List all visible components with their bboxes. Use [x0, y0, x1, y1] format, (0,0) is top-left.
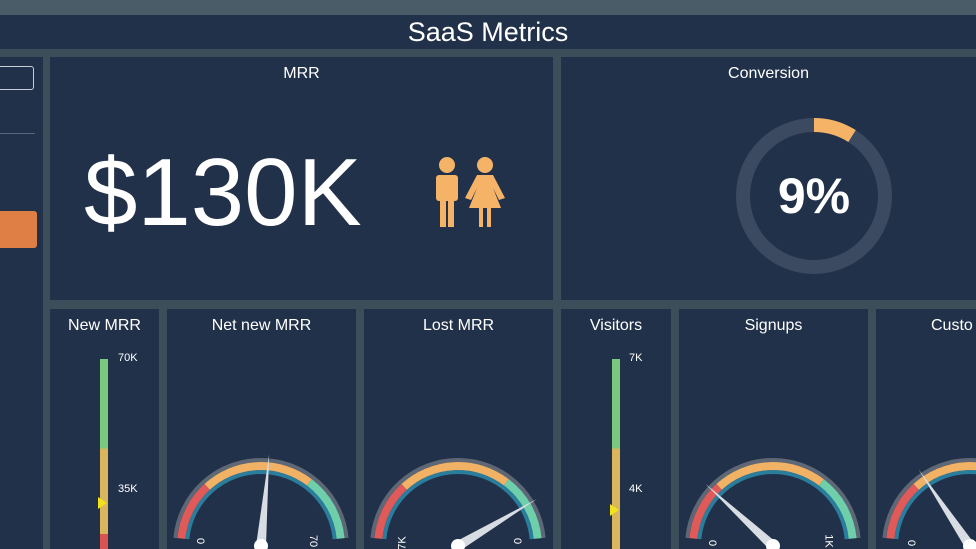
- customers-gauge-rim: [882, 458, 976, 539]
- lost-mrr-gauge-band-2: [503, 479, 542, 539]
- customers-panel: Custo 0: [876, 309, 976, 549]
- signups-max-label: 1K: [822, 534, 835, 548]
- new-mrr-mid-label: 35K: [118, 483, 138, 495]
- lost-mrr-panel: Lost MRR 7K 0: [364, 309, 553, 549]
- customers-gauge-band-0: [886, 483, 919, 539]
- lost-mrr-title: Lost MRR: [422, 317, 495, 334]
- net-new-mrr-gauge-band-2: [306, 479, 345, 539]
- customers-gauge-hub: [963, 539, 976, 549]
- signups-gauge-band-0: [689, 483, 722, 539]
- signups-panel: Signups 0 1K: [679, 309, 868, 549]
- lost-mrr-max-label: 0: [511, 537, 524, 545]
- lost-mrr-gauge-band-1: [401, 462, 509, 490]
- signups-gauge-band-1: [716, 462, 824, 490]
- customers-gauge-track: [894, 470, 976, 540]
- mrr-panel: MRR $130K: [50, 57, 553, 300]
- net-new-mrr-min-label: 0: [194, 537, 207, 545]
- net-new-mrr-gauge-band-1: [204, 462, 312, 490]
- new-mrr-bar: [100, 359, 108, 549]
- net-new-mrr-gauge-hub: [254, 539, 268, 549]
- new-mrr-title: New MRR: [68, 317, 141, 334]
- sidebar-divider: [0, 133, 35, 134]
- net-new-mrr-title: Net new MRR: [211, 317, 312, 334]
- net-new-mrr-gauge-rim: [173, 458, 349, 539]
- lost-mrr-gauge-track: [382, 470, 534, 540]
- customers-gauge-band-1: [913, 462, 976, 490]
- mrr-value: $130K: [84, 139, 362, 246]
- lost-mrr-gauge-rim: [370, 458, 546, 539]
- conversion-ring-value: [736, 118, 892, 274]
- visitors-bar: [612, 359, 620, 549]
- signups-title: Signups: [744, 317, 803, 334]
- visitors-title: Visitors: [589, 317, 643, 334]
- lost-mrr-min-label: 7K: [396, 536, 409, 549]
- sidebar-input[interactable]: [0, 66, 34, 90]
- lost-mrr-gauge-hub: [451, 539, 465, 549]
- mrr-title: MRR: [283, 65, 320, 82]
- new-mrr-max-label: 70K: [118, 352, 138, 364]
- visitors-marker: [610, 504, 619, 516]
- signups-gauge-needle: [705, 483, 777, 549]
- visitors-panel: Visitors 7K 4K: [561, 309, 671, 549]
- lost-mrr-gauge-band-0: [374, 483, 407, 539]
- new-mrr-marker: [98, 497, 107, 509]
- new-mrr-panel: New MRR 70K 35K: [50, 309, 159, 549]
- visitors-mid-label: 4K: [629, 483, 643, 495]
- window-top-strip: [0, 0, 976, 15]
- signups-gauge-rim: [685, 458, 861, 539]
- customers-title: Custo: [931, 317, 973, 334]
- customers-min-label: 0: [905, 539, 918, 547]
- conversion-panel: Conversion 9%: [561, 57, 976, 300]
- net-new-mrr-gauge-needle: [256, 454, 270, 547]
- net-new-mrr-max-label: 70: [307, 534, 320, 548]
- net-new-mrr-gauge-band-0: [177, 483, 210, 539]
- sidebar-button[interactable]: [0, 211, 37, 248]
- net-new-mrr-panel: Net new MRR 0 70: [167, 309, 356, 549]
- signups-min-label: 0: [706, 539, 719, 547]
- customers-gauge-needle: [918, 469, 975, 549]
- dashboard-title: SaaS Metrics: [0, 15, 976, 49]
- net-new-mrr-gauge-track: [185, 470, 337, 540]
- conversion-title: Conversion: [728, 65, 809, 82]
- signups-gauge-hub: [766, 539, 780, 549]
- signups-gauge-track: [697, 470, 849, 540]
- lost-mrr-gauge-needle: [455, 498, 538, 549]
- signups-gauge-band-2: [818, 479, 857, 539]
- sidebar: [0, 57, 43, 549]
- visitors-max-label: 7K: [629, 352, 643, 364]
- people-icon: [436, 157, 505, 227]
- conversion-value: 9%: [778, 168, 850, 224]
